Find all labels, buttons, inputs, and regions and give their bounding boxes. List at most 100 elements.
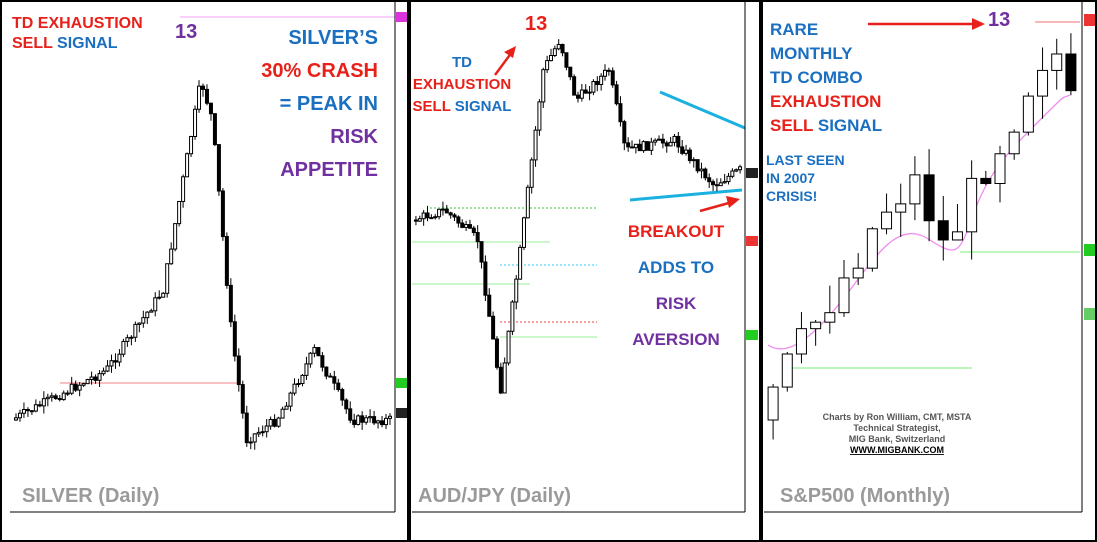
candle-body — [212, 113, 217, 146]
annotation-text: RISK — [330, 126, 378, 148]
candle-body — [296, 383, 301, 386]
annotation-text: SILVER’S — [288, 27, 378, 49]
candle-body — [421, 212, 426, 220]
annotation-line: SELL SIGNAL — [770, 116, 882, 135]
candle-body — [368, 416, 373, 419]
annotation-text: ADDS TO — [638, 258, 714, 277]
candle-body — [498, 366, 503, 394]
candle-body — [105, 365, 110, 372]
candle-body — [121, 340, 126, 355]
candle-body — [380, 420, 385, 426]
candle-body — [687, 149, 692, 162]
candle-body — [699, 168, 704, 172]
candle-body — [429, 217, 434, 220]
candle-body — [691, 159, 696, 162]
panel-label: S&P500 (Monthly) — [780, 485, 950, 507]
candle-body — [518, 246, 523, 280]
candle-body — [236, 355, 241, 386]
candle-body — [664, 142, 669, 147]
candle-body — [630, 146, 635, 149]
candle-body — [1051, 53, 1063, 71]
annotation-line: 13 — [175, 21, 197, 43]
candle-body — [510, 301, 515, 332]
candle-body — [260, 431, 265, 434]
candle-body — [587, 91, 592, 94]
annotation-text: SELL — [413, 98, 451, 115]
annotation-text: SIGNAL — [451, 98, 512, 115]
candle-body — [781, 353, 793, 388]
candle-body — [579, 89, 584, 99]
candle-body — [680, 146, 685, 154]
candle-body — [320, 355, 325, 368]
candle-body — [141, 317, 146, 324]
candle-body — [49, 395, 54, 398]
candle-body — [21, 408, 26, 414]
annotation-line: APPETITE — [280, 159, 378, 181]
candle-body — [645, 141, 650, 151]
candle-body — [491, 315, 496, 340]
candle-body — [583, 89, 588, 94]
candle-body — [29, 410, 34, 413]
annotation-text: TD COMBO — [770, 68, 863, 87]
candle-body — [556, 43, 561, 50]
candle-body — [626, 142, 631, 148]
candle-body — [437, 208, 442, 218]
annotation-line: SELL SIGNAL — [12, 35, 118, 52]
candle-body — [324, 366, 329, 377]
candle-body — [280, 408, 285, 419]
candle-body — [726, 175, 731, 183]
credit: MIG Bank, Switzerland — [849, 434, 946, 444]
candle-body — [471, 227, 476, 233]
candle-body — [494, 338, 499, 368]
candle-body — [618, 103, 623, 123]
candle-body — [89, 376, 94, 381]
candle-body — [433, 216, 438, 219]
candle-body — [153, 297, 158, 312]
candle-body — [224, 236, 229, 286]
candle-body — [417, 218, 422, 222]
candle-body — [256, 431, 261, 435]
candle-body — [714, 184, 719, 187]
candle-body — [653, 139, 658, 143]
candle-body — [125, 337, 130, 342]
annotation-line: AVERSION — [632, 330, 720, 349]
candle-body — [189, 135, 194, 155]
candle-body — [537, 101, 542, 131]
annotation-text: 13 — [525, 13, 547, 35]
candle-body — [614, 84, 619, 105]
candle-body — [937, 220, 949, 241]
candle-body — [464, 224, 469, 228]
candle-body — [637, 143, 642, 152]
candle-body — [595, 81, 600, 86]
candle-body — [923, 174, 935, 222]
candle-body — [599, 75, 604, 86]
annotation-line: SELL SIGNAL — [413, 98, 512, 115]
candle-body — [456, 216, 461, 224]
candle-body — [208, 102, 213, 115]
annotation-text: SIGNAL — [53, 35, 118, 52]
candle-body — [197, 85, 202, 110]
candle-body — [514, 278, 519, 303]
candle-body — [795, 328, 807, 355]
candle-body — [101, 370, 106, 375]
annotation-text: RARE — [770, 20, 818, 39]
candle-body — [328, 375, 333, 378]
candle-body — [248, 441, 253, 444]
candle-body — [824, 312, 836, 323]
candle-body — [61, 392, 66, 401]
candle-body — [738, 166, 743, 171]
candle-body — [133, 323, 138, 338]
candle-body — [545, 60, 550, 71]
annotation-line: ADDS TO — [638, 258, 714, 277]
candle-body — [268, 418, 273, 427]
candle-body — [568, 66, 573, 78]
candle-body — [300, 374, 305, 385]
annotation-text: MONTHLY — [770, 44, 853, 63]
credit: Charts by Ron William, CMT, MSTA — [823, 412, 972, 422]
candle-body — [77, 384, 82, 391]
candle-body — [97, 373, 102, 381]
candle-body — [448, 212, 453, 216]
